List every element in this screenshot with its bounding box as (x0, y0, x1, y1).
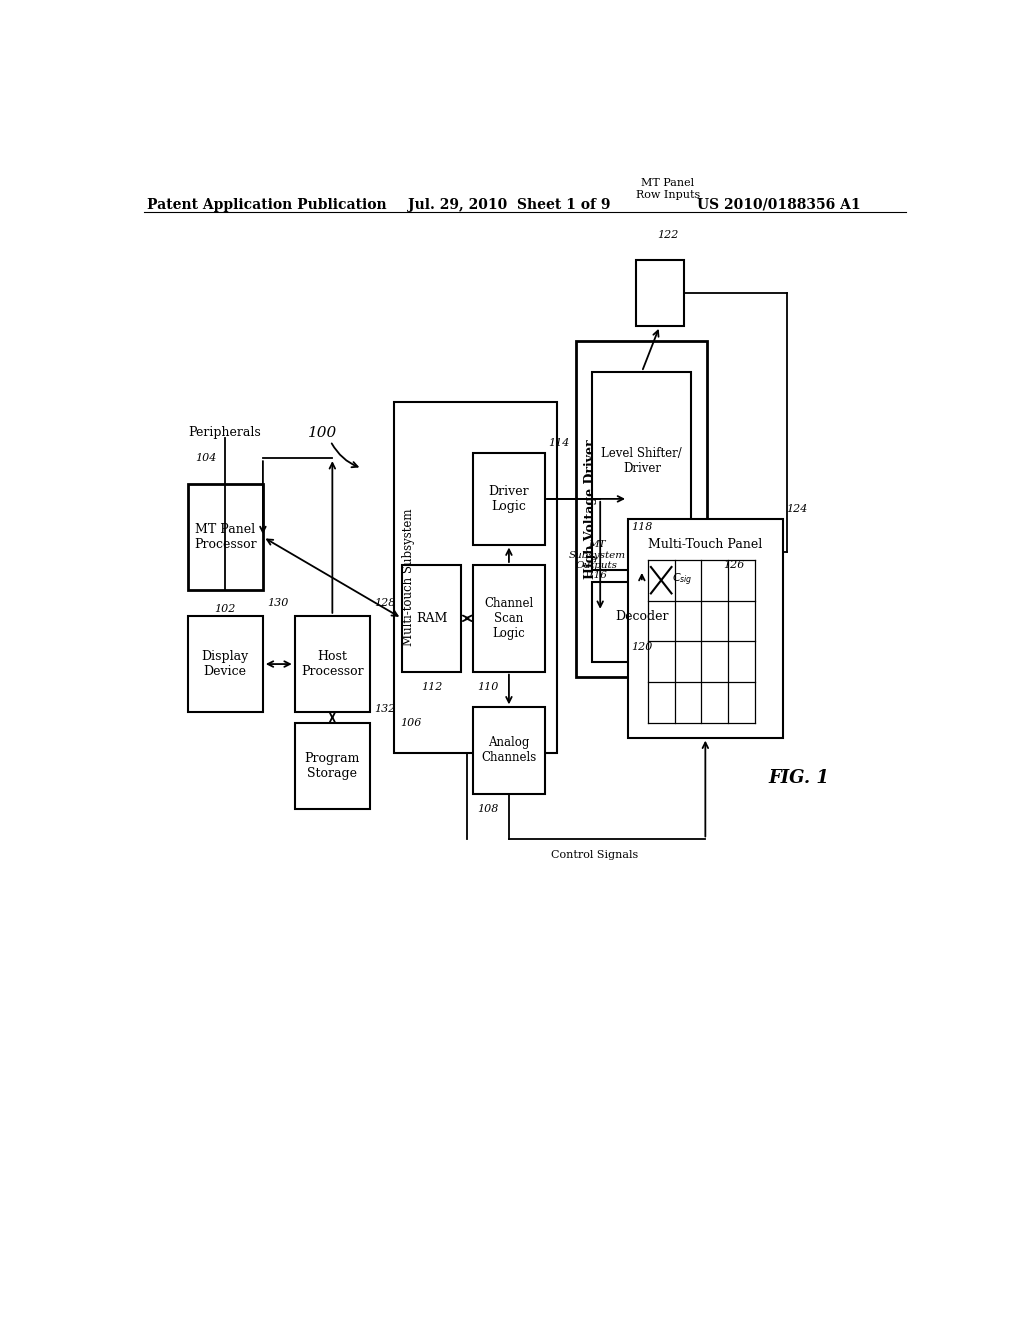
Text: 132: 132 (374, 705, 395, 714)
Text: 130: 130 (267, 598, 288, 607)
Bar (628, 519, 782, 738)
Text: 108: 108 (477, 804, 499, 814)
Bar (295, 722, 370, 809)
Text: 110: 110 (477, 682, 499, 692)
Text: Peripherals: Peripherals (188, 426, 261, 440)
Text: Program
Storage: Program Storage (305, 751, 360, 780)
Bar (401, 565, 461, 672)
Bar (636, 260, 684, 326)
Text: MT
Subsystem
Outputs
116: MT Subsystem Outputs 116 (568, 540, 626, 581)
Text: Control Signals: Control Signals (551, 850, 638, 859)
Text: 126: 126 (723, 560, 744, 570)
Text: 128: 128 (374, 598, 395, 607)
Text: Display
Device: Display Device (202, 649, 249, 678)
Text: Driver
Logic: Driver Logic (488, 484, 529, 513)
Text: Level Shifter/
Driver: Level Shifter/ Driver (601, 446, 682, 475)
Text: RAM: RAM (416, 612, 447, 624)
Text: Channel
Scan
Logic: Channel Scan Logic (484, 597, 534, 640)
Text: Host
Processor: Host Processor (301, 649, 364, 678)
Text: 102: 102 (215, 603, 236, 614)
Bar (394, 403, 557, 752)
Text: $C_{sig}$: $C_{sig}$ (672, 572, 692, 589)
Text: Decoder: Decoder (615, 610, 669, 623)
Text: 104: 104 (196, 453, 217, 463)
Bar (473, 708, 545, 793)
Text: 106: 106 (400, 718, 422, 727)
Bar (187, 483, 263, 590)
Bar (577, 342, 708, 677)
Text: 118: 118 (631, 521, 652, 532)
Text: High Voltage Driver: High Voltage Driver (584, 440, 597, 579)
Bar (592, 372, 691, 570)
Bar (592, 582, 691, 661)
Text: Patent Application Publication: Patent Application Publication (147, 198, 387, 211)
Text: Multi-Touch Panel: Multi-Touch Panel (648, 537, 763, 550)
Text: 120: 120 (631, 643, 652, 652)
Text: 112: 112 (421, 682, 442, 692)
Text: MT Panel
Row Inputs: MT Panel Row Inputs (636, 178, 699, 199)
Bar (187, 615, 263, 713)
Bar (473, 565, 545, 672)
Bar (295, 615, 370, 713)
Text: 124: 124 (786, 504, 808, 515)
Text: 114: 114 (549, 438, 570, 447)
Text: MT Panel
Processor: MT Panel Processor (194, 523, 257, 550)
Text: Analog
Channels: Analog Channels (481, 737, 537, 764)
Text: Multi-touch Subsystem: Multi-touch Subsystem (401, 510, 415, 647)
Text: US 2010/0188356 A1: US 2010/0188356 A1 (697, 198, 860, 211)
Text: 122: 122 (657, 230, 678, 240)
Text: Jul. 29, 2010  Sheet 1 of 9: Jul. 29, 2010 Sheet 1 of 9 (408, 198, 610, 211)
Text: 100: 100 (308, 426, 337, 440)
Text: FIG. 1: FIG. 1 (768, 770, 829, 788)
Bar (473, 453, 545, 545)
